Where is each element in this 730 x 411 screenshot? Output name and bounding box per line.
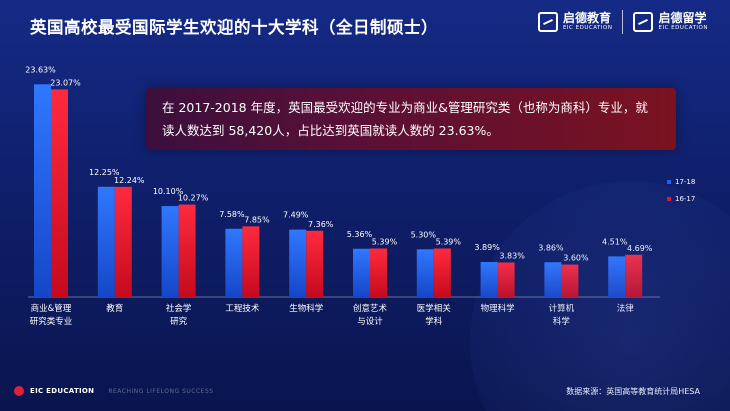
data-label-17-18-1: 12.25% (89, 168, 120, 177)
category-label-1: 教育 (106, 303, 123, 314)
eic-logo-icon (537, 12, 558, 32)
legend-swatch-16-17 (667, 197, 671, 201)
data-label-17-18-5: 5.36% (347, 230, 373, 239)
callout-text: 在 2017-2018 年度，英国最受欢迎的专业为商业&管理研究类（也称为商科）… (162, 100, 648, 138)
logo-divider (622, 10, 624, 34)
data-label-16-17-5: 5.39% (372, 237, 398, 246)
data-label-16-17-6: 5.39% (436, 237, 462, 246)
legend-item-17-18: 17-18 (667, 178, 695, 186)
category-label-5: 创意艺术与设计 (353, 303, 388, 327)
category-label-4: 生物科学 (289, 303, 324, 314)
category-label-9: 法律 (617, 303, 635, 314)
bar-17-18-9 (608, 256, 626, 297)
data-label-16-17-8: 3.60% (563, 254, 589, 263)
category-label-7: 物理科学 (481, 303, 516, 314)
logo-en: EIC EDUCATION (658, 25, 708, 32)
legend-label: 16-17 (675, 195, 696, 203)
bar-16-17-6 (433, 248, 451, 297)
data-label-17-18-4: 7.49% (283, 211, 309, 220)
data-label-17-18-0: 23.63% (25, 65, 56, 74)
bar-17-18-5 (353, 248, 370, 297)
legend-item-16-17: 16-17 (667, 195, 695, 203)
bar-17-18-0 (34, 84, 51, 297)
logo-cn: 启德教育 (562, 11, 611, 26)
data-label-16-17-2: 10.27% (178, 194, 209, 203)
bar-16-17-1 (114, 186, 132, 297)
data-label-16-17-1: 12.24% (114, 176, 145, 185)
bar-16-17-2 (178, 204, 196, 297)
bar-16-17-8 (561, 264, 579, 297)
bar-16-17-4 (306, 230, 324, 297)
data-source: 数据来源：英国高等教育统计局HESA (566, 387, 700, 396)
data-label-16-17-3: 7.85% (244, 215, 270, 224)
eic-logo-icon (633, 12, 654, 32)
data-label-17-18-7: 3.89% (474, 243, 500, 252)
category-label-6: 医学相关学科 (417, 303, 452, 327)
category-label-3: 工程技术 (225, 303, 260, 314)
bar-17-18-4 (289, 229, 307, 297)
logo-eic-education: 启德教育 EIC EDUCATION (537, 11, 613, 32)
bar-16-17-9 (625, 254, 643, 297)
data-label-17-18-2: 10.10% (153, 187, 184, 196)
bar-17-18-7 (480, 261, 498, 297)
data-label-16-17-0: 23.07% (50, 78, 81, 87)
legend-label: 17-18 (675, 178, 696, 186)
bar-17-18-8 (544, 262, 562, 297)
category-label-0: 商业&管理研究类专业 (30, 303, 73, 327)
bar-16-17-7 (497, 262, 515, 297)
data-label-16-17-9: 4.69% (627, 244, 653, 253)
bar-17-18-1 (97, 186, 115, 297)
data-label-17-18-3: 7.58% (219, 210, 245, 219)
page-title: 英国高校最受国际学生欢迎的十大学科（全日制硕士） (30, 18, 438, 37)
category-label-2: 社会学研究 (166, 303, 192, 327)
bar-16-17-0 (51, 89, 68, 298)
data-label-16-17-7: 3.83% (499, 252, 525, 261)
data-label-17-18-9: 4.51% (602, 237, 628, 246)
legend: 17-18 16-17 (667, 178, 695, 212)
eic-footer-logo-icon (14, 386, 24, 396)
bar-17-18-2 (161, 206, 179, 297)
bar-17-18-6 (416, 249, 434, 297)
data-label-16-17-4: 7.36% (308, 220, 334, 229)
bar-17-18-3 (225, 228, 243, 297)
footer-slogan: REACHING LIFELONG SUCCESS (108, 387, 214, 395)
logo-cn: 启德留学 (658, 11, 707, 26)
data-label-17-18-6: 5.30% (411, 230, 437, 239)
brand-logos: 启德教育 EIC EDUCATION 启德留学 EIC EDUCATION (537, 10, 708, 34)
footer-brand: EIC EDUCATION REACHING LIFELONG SUCCESS (14, 386, 214, 396)
footer-brand-text: EIC EDUCATION (30, 387, 95, 395)
legend-swatch-17-18 (667, 180, 671, 184)
bar-16-17-3 (242, 226, 260, 297)
logo-eic-study-abroad: 启德留学 EIC EDUCATION (633, 12, 708, 32)
callout-box: 在 2017-2018 年度，英国最受欢迎的专业为商业&管理研究类（也称为商科）… (146, 88, 676, 150)
logo-en: EIC EDUCATION (562, 25, 613, 32)
category-label-8: 计算机科学 (549, 303, 575, 327)
data-label-17-18-8: 3.86% (538, 243, 564, 252)
bar-16-17-5 (370, 248, 387, 297)
